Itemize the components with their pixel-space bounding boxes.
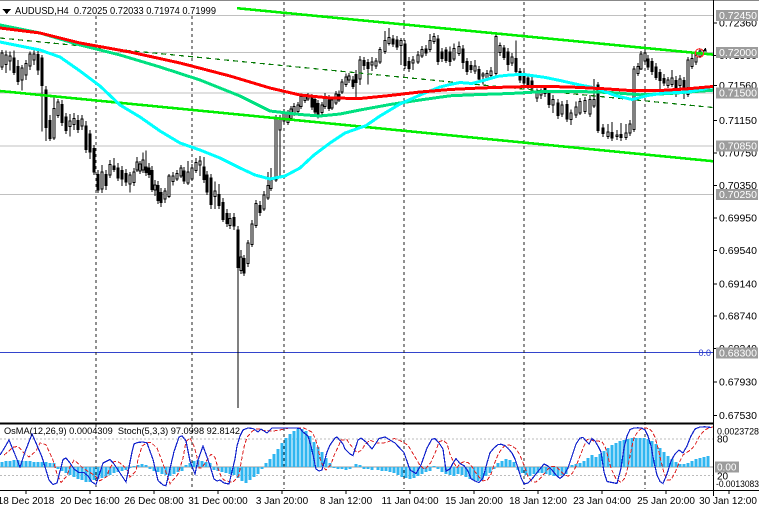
svg-text:18 Dec 2018: 18 Dec 2018 [0,496,55,507]
svg-text:0.69140: 0.69140 [719,280,757,291]
svg-text:20 Dec 16:00: 20 Dec 16:00 [60,496,120,507]
svg-text:0.70350: 0.70350 [719,181,757,192]
svg-text:25 Jan 20:00: 25 Jan 20:00 [637,496,695,507]
svg-text:0.0023728: 0.0023728 [717,427,759,437]
svg-text:0.71150: 0.71150 [719,116,757,127]
svg-text:0.70250: 0.70250 [719,190,757,201]
svg-text:80: 80 [717,435,729,446]
svg-text:0.72360: 0.72360 [719,19,757,30]
svg-text:0.70850: 0.70850 [719,141,757,152]
svg-text:0.00: 0.00 [717,463,737,474]
svg-text:0.69950: 0.69950 [719,214,757,225]
svg-text:0.67530: 0.67530 [719,411,757,422]
svg-text:0.69540: 0.69540 [719,246,757,257]
svg-text:30 Jan 12:00: 30 Jan 12:00 [699,496,757,507]
svg-text:0.67930: 0.67930 [719,378,757,389]
svg-text:11 Jan 04:00: 11 Jan 04:00 [381,496,439,507]
svg-text:0.70750: 0.70750 [719,149,757,160]
svg-text:0.72000: 0.72000 [719,48,757,59]
svg-text:8 Jan 12:00: 8 Jan 12:00 [320,496,373,507]
svg-text:0.71560: 0.71560 [719,81,757,92]
svg-text:AUDUSD,H4 0.72025 0.72033 0.7: AUDUSD,H4 0.72025 0.72033 0.71974 0.7199… [15,5,216,17]
svg-text:-0.0013083: -0.0013083 [716,479,759,489]
svg-text:18 Jan 12:00: 18 Jan 12:00 [509,496,567,507]
svg-text:0.72450: 0.72450 [719,11,757,22]
svg-text:3 Jan 20:00: 3 Jan 20:00 [256,496,309,507]
svg-text:23 Jan 04:00: 23 Jan 04:00 [573,496,631,507]
svg-text:0.68740: 0.68740 [719,312,757,323]
svg-text:0.71500: 0.71500 [719,89,757,100]
svg-text:15 Jan 20:00: 15 Jan 20:00 [445,496,503,507]
svg-text:26 Dec 08:00: 26 Dec 08:00 [124,496,184,507]
svg-text:0.0: 0.0 [698,348,711,358]
svg-text:20: 20 [717,472,729,483]
svg-text:OsMA(12,26,9) 0.0004309 Stoch: OsMA(12,26,9) 0.0004309 Stoch(5,3,3) 97.… [4,426,240,437]
svg-text:31 Dec 00:00: 31 Dec 00:00 [188,496,248,507]
svg-text:0.68300: 0.68300 [719,349,757,360]
